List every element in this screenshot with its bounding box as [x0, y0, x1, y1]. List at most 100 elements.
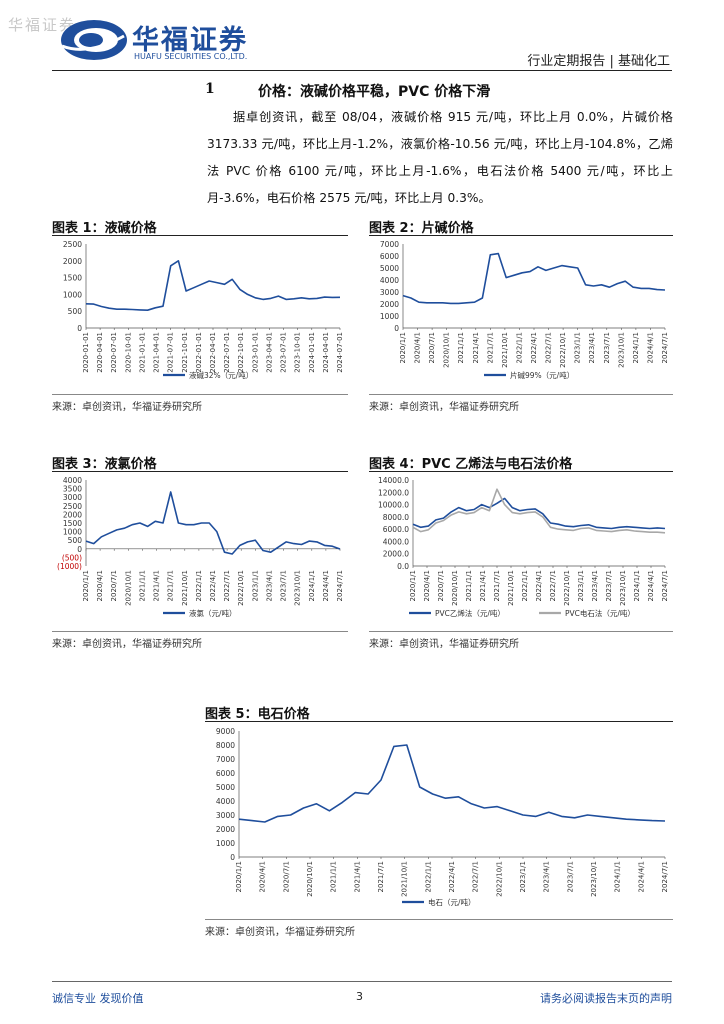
- x-tick-label: 2022-04-01: [209, 332, 217, 373]
- figure-2-source: 来源：卓创资讯，华福证券研究所: [369, 402, 519, 413]
- y-tick-label: 2000: [380, 300, 399, 309]
- x-tick-label: 2023/7/1: [280, 570, 288, 601]
- watermark: 华福证券: [8, 16, 77, 34]
- y-tick-label: 2000: [216, 825, 235, 834]
- x-tick-label: 2024/1/1: [632, 332, 640, 363]
- y-tick-label: 3000: [380, 288, 399, 297]
- series-line: [85, 491, 341, 555]
- x-tick-label: 2024/1/1: [614, 861, 622, 892]
- x-tick-label: 2024/4/1: [647, 570, 655, 601]
- x-tick-label: 2020/4/1: [96, 570, 104, 601]
- y-tick-label: 0: [394, 324, 399, 333]
- y-tick-label: 10000.0: [378, 501, 409, 510]
- x-tick-label: 2023/10/1: [590, 861, 598, 897]
- section-number: 1: [205, 81, 215, 97]
- y-tick-label: 1000: [380, 312, 399, 321]
- x-tick-label: 2023/4/1: [543, 861, 551, 892]
- x-tick-label: 2024/7/1: [661, 861, 669, 892]
- x-tick-label: 2020/7/1: [437, 570, 445, 601]
- series-line: [402, 252, 666, 305]
- y-tick-label: 5000: [380, 264, 399, 273]
- y-tick-label: 4000: [380, 276, 399, 285]
- x-tick-label: 2023/7/1: [566, 861, 574, 892]
- x-tick-label: 2023/7/1: [605, 570, 613, 601]
- x-tick-label: 2021/10/1: [501, 332, 509, 368]
- x-tick-label: 2024/1/1: [308, 570, 316, 601]
- section-paragraph: 据卓创资讯，截至 08/04，液碱价格 915 元/吨，环比上月 0.0%，片碱…: [207, 104, 673, 212]
- x-tick-label: 2024/4/1: [322, 570, 330, 601]
- x-tick-label: 2021/7/1: [167, 570, 175, 601]
- x-tick-label: 2021/1/1: [330, 861, 338, 892]
- y-tick-label: 2500: [63, 240, 82, 249]
- x-tick-label: 2020-10-01: [124, 332, 132, 373]
- paragraph-text: 据卓创资讯，截至 08/04，液碱价格 915 元/吨，环比上月 0.0%，片碱…: [207, 110, 673, 205]
- figure-2-source-rule: [369, 394, 673, 395]
- x-tick-label: 2022/4/1: [209, 570, 217, 601]
- y-tick-label: 2000: [63, 510, 82, 519]
- legend-label: PVC电石法（元/吨）: [565, 608, 635, 618]
- chart-5-calcium-carbide: 0 1000 2000 3000 4000 5000 6000 7000 8000 9000 202…: [216, 727, 669, 907]
- y-tick-label: 3000: [63, 493, 82, 502]
- section-title: 价格：液碱价格平稳，PVC 价格下滑: [258, 84, 491, 100]
- page-number: 3: [356, 990, 363, 1003]
- figure-3-source: 来源：卓创资讯，华福证券研究所: [52, 639, 202, 650]
- x-tick-label: 2021-07-01: [167, 332, 175, 373]
- y-tick-label: (500): [62, 553, 82, 562]
- y-tick-label: 1500: [63, 519, 82, 528]
- figure-3-rule: [52, 471, 348, 472]
- x-tick-label: 2023/4/1: [588, 332, 596, 363]
- x-tick-label: 2021/4/1: [479, 570, 487, 601]
- x-tick-label: 2022-01-01: [195, 332, 203, 373]
- x-tick-label: 2020/1/1: [399, 332, 407, 363]
- y-tick-label: (1000): [57, 562, 82, 571]
- x-tick-label: 2023/10/1: [294, 570, 302, 606]
- figure-1-title: 图表 1：液碱价格: [52, 221, 157, 236]
- x-tick-label: 2022/4/1: [448, 861, 456, 892]
- x-tick-label: 2020/4/1: [259, 861, 267, 892]
- y-tick-label: 8000.0: [383, 513, 409, 522]
- x-tick-label: 2022/4/1: [530, 332, 538, 363]
- y-tick-label: 500: [68, 536, 83, 545]
- chart-1-liquid-caustic: 0 500 1000 1500 2000 2500 2020-01-01 2020-04-01…: [63, 240, 344, 380]
- x-tick-label: 2022/1/1: [195, 570, 203, 601]
- y-tick-label: 0: [77, 545, 82, 554]
- x-tick-label: 2022/4/1: [535, 570, 543, 601]
- y-tick-label: 6000: [216, 769, 235, 778]
- x-tick-label: 2020/4/1: [423, 570, 431, 601]
- x-tick-label: 2020/7/1: [282, 861, 290, 892]
- x-tick-label: 2022/1/1: [424, 861, 432, 892]
- x-tick-label: 2022/10/1: [559, 332, 567, 368]
- x-tick-label: 2024/7/1: [661, 570, 669, 601]
- x-tick-label: 2024/7/1: [336, 570, 344, 601]
- x-tick-label: 2023/1/1: [251, 570, 259, 601]
- figure-1-source: 来源：卓创资讯，华福证券研究所: [52, 402, 202, 413]
- y-tick-label: 4000: [216, 797, 235, 806]
- legend-label: 片碱99%（元/吨）: [510, 370, 574, 380]
- x-tick-label: 2023-01-01: [251, 332, 259, 373]
- y-tick-label: 4000.0: [383, 537, 409, 546]
- x-tick-label: 2021/1/1: [138, 570, 146, 601]
- x-tick-label: 2024-04-01: [322, 332, 330, 373]
- y-tick-label: 0: [230, 853, 235, 862]
- y-tick-label: 14000.0: [378, 476, 409, 485]
- x-tick-label: 2023-10-01: [294, 332, 302, 373]
- company-name-en: HUAFU SECURITIES CO.,LTD.: [134, 52, 248, 61]
- x-tick-label: 2021-01-01: [138, 332, 146, 373]
- figure-4-rule: [369, 471, 673, 472]
- footer-divider: [52, 981, 672, 982]
- y-tick-label: 1000: [63, 290, 82, 299]
- y-tick-label: 0.0: [397, 562, 409, 571]
- figure-1-source-rule: [52, 394, 348, 395]
- x-tick-label: 2021/7/1: [493, 570, 501, 601]
- x-tick-label: 2021-10-01: [181, 332, 189, 373]
- y-tick-label: 7000: [380, 240, 399, 249]
- y-tick-label: 500: [68, 307, 83, 316]
- x-tick-label: 2024-01-01: [308, 332, 316, 373]
- y-tick-label: 6000: [380, 252, 399, 261]
- footer-slogan: 诚信专业 发现价值: [52, 992, 144, 1005]
- x-tick-label: 2022/1/1: [521, 570, 529, 601]
- y-tick-label: 1500: [63, 274, 82, 283]
- x-tick-label: 2021/4/1: [472, 332, 480, 363]
- x-tick-label: 2022/10/1: [563, 570, 571, 606]
- figure-5-source: 来源：卓创资讯，华福证券研究所: [205, 927, 355, 938]
